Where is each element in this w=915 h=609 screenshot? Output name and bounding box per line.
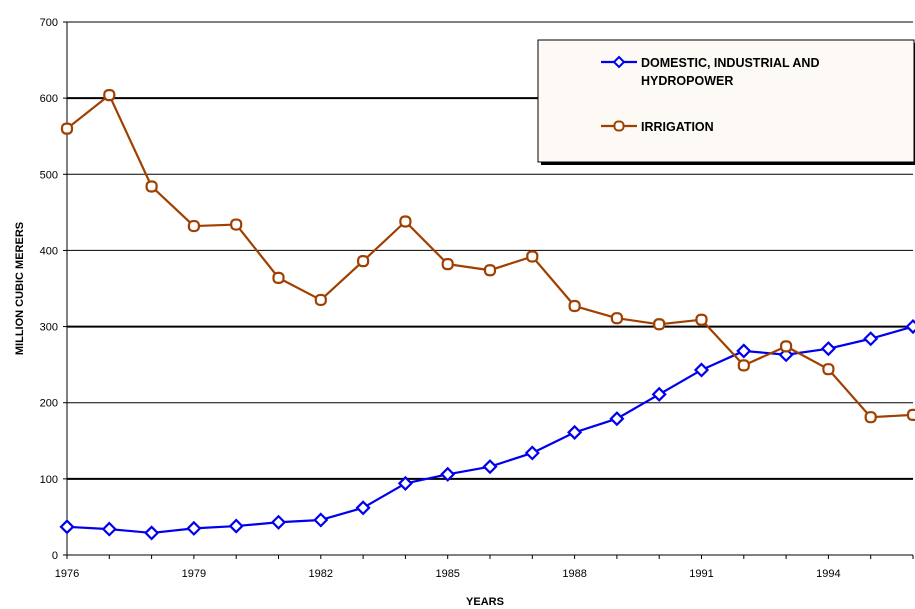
data-point-irrigation-1990 (653, 318, 666, 331)
legend-label-1-line-2: HYDROPOWER (641, 74, 733, 88)
legend-label-2-line-1: IRRIGATION (641, 120, 714, 134)
data-point-domestic-1976 (59, 519, 75, 535)
data-point-domestic-1983 (355, 500, 371, 516)
y-tick-label-700: 700 (40, 17, 58, 29)
y-tick-label-200: 200 (40, 398, 58, 410)
data-point-domestic-1981 (270, 514, 287, 530)
x-tick-label-1988: 1988 (562, 568, 586, 580)
data-point-irrigation-1979 (187, 219, 200, 233)
data-point-irrigation-1988 (568, 299, 581, 313)
data-point-irrigation-1984 (399, 215, 412, 228)
data-point-irrigation-1983 (357, 254, 370, 268)
legend-label-1-line-1: DOMESTIC, INDUSTRIAL AND (641, 56, 819, 70)
data-point-domestic-1985 (440, 466, 456, 482)
data-point-irrigation-1976 (60, 122, 74, 135)
data-point-domestic-1984 (397, 475, 413, 491)
data-point-irrigation-1991 (695, 313, 708, 326)
data-point-irrigation-1989 (610, 312, 624, 325)
y-tick-label-100: 100 (40, 474, 58, 486)
legend-box (537, 39, 915, 163)
x-tick-label-1985: 1985 (435, 568, 459, 580)
data-point-irrigation-1985 (441, 258, 454, 271)
data-point-irrigation-1987 (526, 250, 539, 263)
data-point-domestic-1995 (863, 331, 879, 347)
data-point-domestic-1988 (567, 424, 583, 440)
data-point-domestic-1991 (693, 362, 710, 378)
x-axis-title: YEARS (466, 596, 504, 608)
data-point-irrigation-1982 (314, 293, 327, 307)
y-tick-label-400: 400 (40, 245, 58, 257)
data-point-irrigation-1986 (483, 264, 497, 277)
data-point-domestic-1996 (905, 319, 915, 335)
data-point-domestic-1992 (736, 343, 752, 359)
y-tick-label-0: 0 (52, 550, 58, 562)
data-point-domestic-1990 (651, 386, 667, 402)
x-tick-label-1991: 1991 (689, 568, 713, 580)
legend-marker-domestic (612, 55, 626, 69)
data-point-irrigation-1996 (906, 408, 915, 421)
y-tick-label-600: 600 (40, 93, 58, 105)
data-point-domestic-1987 (524, 445, 540, 461)
data-point-domestic-1982 (313, 512, 329, 528)
data-point-domestic-1977 (101, 521, 117, 537)
data-point-irrigation-1977 (103, 88, 116, 102)
data-point-irrigation-1981 (272, 271, 285, 284)
data-point-domestic-1986 (482, 459, 498, 475)
x-tick-label-1994: 1994 (816, 568, 840, 580)
legend-marker-irrigation (613, 120, 625, 132)
data-point-domestic-1978 (144, 525, 160, 541)
y-tick-label-500: 500 (40, 169, 58, 181)
data-point-irrigation-1995 (864, 411, 877, 424)
data-point-domestic-1994 (820, 341, 836, 357)
y-axis-title: MILLION CUBIC MERERS (14, 222, 26, 355)
data-point-domestic-1989 (609, 411, 625, 427)
data-point-domestic-1980 (228, 518, 244, 534)
data-point-irrigation-1978 (145, 180, 158, 193)
data-point-domestic-1979 (186, 520, 202, 536)
x-tick-label-1976: 1976 (55, 568, 79, 580)
x-tick-label-1982: 1982 (309, 568, 333, 580)
data-point-irrigation-1993 (779, 340, 793, 353)
data-point-irrigation-1994 (822, 363, 835, 376)
y-tick-label-300: 300 (40, 322, 58, 334)
x-tick-label-1979: 1979 (182, 568, 206, 580)
data-point-irrigation-1992 (737, 359, 750, 372)
data-point-irrigation-1980 (230, 218, 243, 231)
